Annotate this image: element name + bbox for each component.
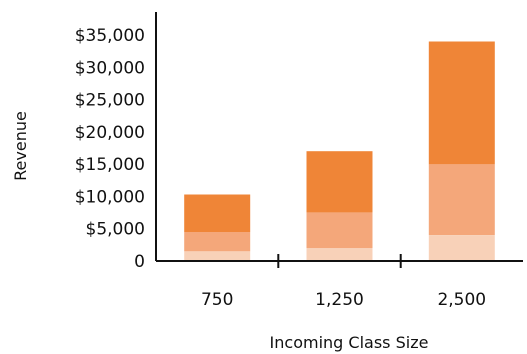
y-tick-label: $30,000 (75, 58, 145, 78)
bar-segment (306, 212, 373, 249)
y-tick-label: $15,000 (75, 155, 145, 175)
y-tick-label: $20,000 (75, 123, 145, 143)
bars-layer (184, 41, 495, 261)
bar-segment (184, 231, 251, 252)
bar-segment (428, 41, 495, 165)
bar-segment (184, 251, 251, 261)
x-tick-label: 750 (201, 290, 233, 310)
x-axis-ticks (277, 254, 402, 268)
y-axis-tick-labels: 0 $5,000 $10,000 $15,000 $20,000 $25,000 $30,0… (75, 26, 145, 272)
y-axis-title: Revenue (11, 111, 30, 181)
y-tick-label: 0 (134, 252, 145, 272)
y-tick-label: $35,000 (75, 26, 145, 46)
y-tick-label: $10,000 (75, 187, 145, 207)
bar-segment (184, 194, 251, 232)
x-axis-tick-labels: 750 1,250 2,500 (201, 290, 486, 310)
bar-segment (306, 151, 373, 213)
x-tick-label: 1,250 (315, 290, 364, 310)
bar-segment (306, 248, 373, 261)
y-tick-label: $25,000 (75, 91, 145, 111)
bar-segment (428, 164, 495, 236)
x-axis-title: Incoming Class Size (270, 333, 429, 352)
y-tick-label: $5,000 (86, 220, 145, 240)
bar-segment (428, 235, 495, 261)
x-tick-label: 2,500 (437, 290, 486, 310)
